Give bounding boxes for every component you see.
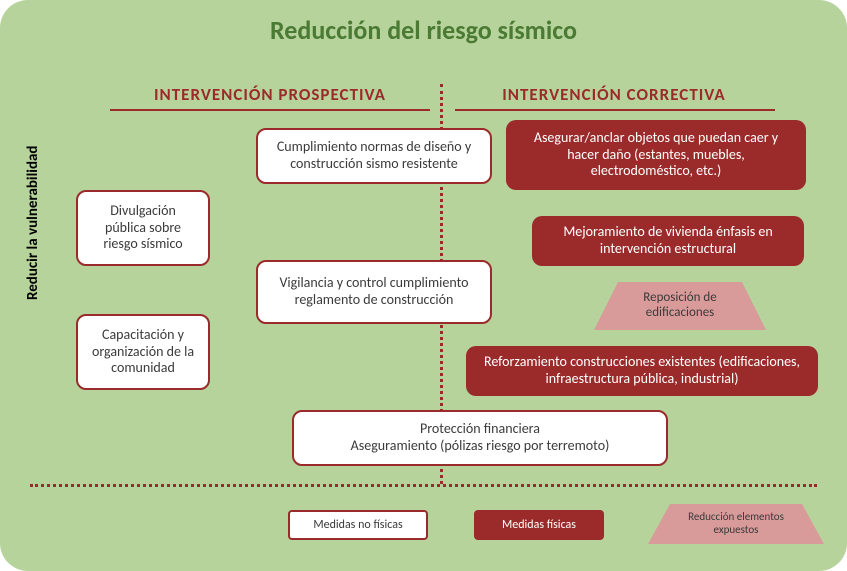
legend-reduccion-label: Reducción elementos expuestos [648,511,824,536]
node-reposicion-trapezoid: Reposición de edificaciones [594,282,766,330]
diagram-canvas: Reducción del riesgo sísmico INTERVENCIÓ… [0,0,847,571]
diagram-title: Reducción del riesgo sísmico [0,14,847,46]
legend-medidas-no-fisicas: Medidas no físicas [288,510,428,540]
node-reposicion-label: Reposición de edificaciones [594,291,766,321]
node-mejoramiento-vivienda: Mejoramiento de vivienda énfasis en inte… [532,216,804,266]
node-cumplimiento-normas: Cumplimiento normas de diseño y construc… [256,128,492,184]
col-header-correctiva: INTERVENCIÓN CORRECTIVA [464,84,764,105]
node-capacitacion: Capacitación y organización de la comuni… [76,314,210,390]
node-reforzamiento: Reforzamiento construcciones existentes … [466,346,818,396]
node-proteccion-financiera: Protección financiera Aseguramiento (pól… [292,410,668,466]
legend-medidas-fisicas: Medidas físicas [474,510,604,540]
col-header-underline-right [455,109,775,111]
horizontal-dotted-divider [30,484,817,487]
node-asegurar-anclar: Asegurar/anclar objetos que puedan caer … [506,120,806,190]
col-header-prospectiva: INTERVENCIÓN PROSPECTIVA [120,84,420,105]
col-header-underline-left [110,109,430,111]
y-axis-label: Reducir la vulnerabilidad [24,146,42,300]
node-vigilancia-control: Vigilancia y control cumplimiento reglam… [256,260,492,324]
node-divulgacion: Divulgación pública sobre riesgo sísmico [76,190,210,266]
legend-reduccion-trapezoid: Reducción elementos expuestos [648,504,824,544]
